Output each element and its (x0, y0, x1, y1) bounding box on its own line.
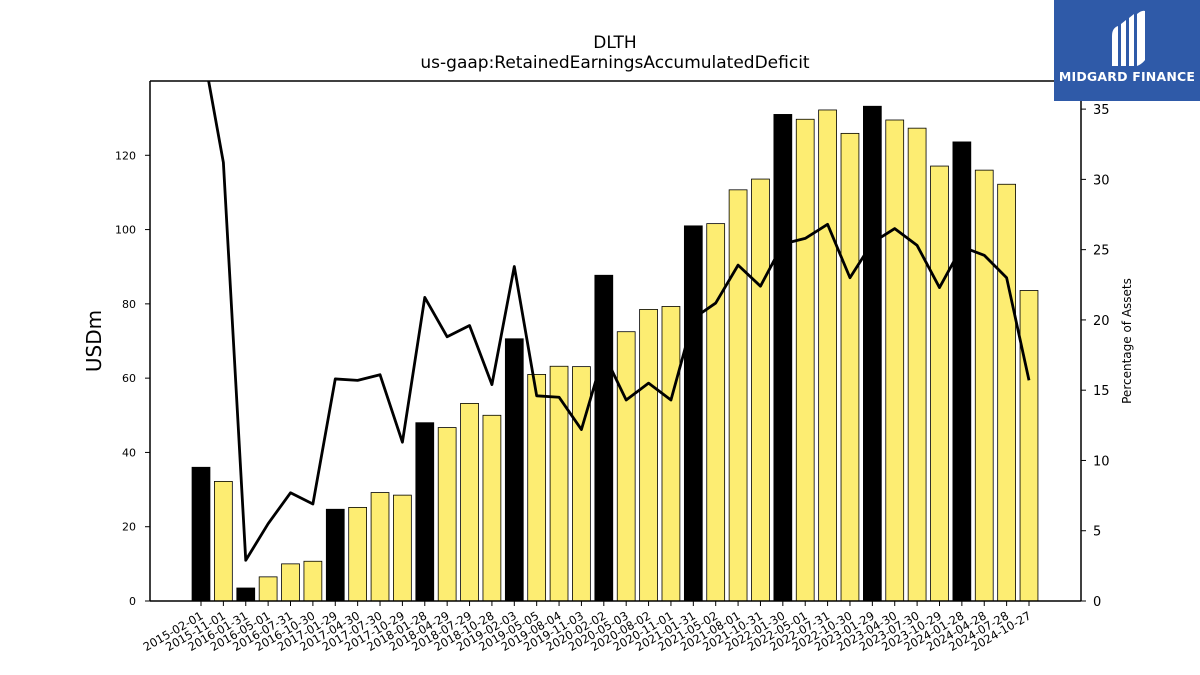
y-tick-label: 60 (122, 372, 136, 385)
logo-text: MIDGARD FINANCE (1058, 69, 1196, 84)
y-tick-label: 120 (115, 149, 136, 162)
bar-2023-04-30 (885, 119, 905, 602)
bar-2023-07-30 (907, 127, 927, 602)
bar-2020-11-01 (661, 306, 681, 602)
bar-2021-01-31 (683, 225, 703, 602)
percentage-line (207, 81, 1031, 562)
bar-2021-08-01 (728, 189, 748, 602)
y-tick-label: 80 (122, 298, 136, 311)
bar-2022-07-31 (818, 109, 837, 602)
logo-mark-icon (1112, 10, 1145, 67)
y2-tick-label: 20 (1093, 314, 1110, 329)
bar-2017-04-30 (348, 506, 368, 602)
y2-tick-label: 10 (1093, 454, 1110, 469)
bar-2018-01-28 (415, 422, 435, 602)
bar-2022-10-30 (840, 132, 860, 602)
bar-2018-10-28 (482, 414, 502, 602)
bar-2023-10-29 (930, 165, 949, 602)
bar-2016-10-30 (303, 560, 323, 602)
bar-2019-11-03 (572, 366, 591, 602)
y-tick-label: 40 (122, 446, 136, 459)
y-tick-label: 100 (115, 224, 136, 237)
y-axis-label: USDm (82, 310, 106, 372)
y2-axis-label: Percentage of Assets (1120, 278, 1134, 404)
y-tick-label: 20 (122, 521, 136, 534)
bar-2020-02-02 (594, 274, 614, 602)
bar-2023-01-29 (863, 105, 882, 602)
bar-2024-07-28 (997, 183, 1016, 602)
ticks-group: 020406080100120051015202530352015-02-012… (115, 103, 1110, 654)
bar-2019-02-03 (504, 338, 524, 602)
y-tick-label: 0 (129, 595, 136, 608)
bar-2017-10-29 (393, 494, 412, 602)
y2-tick-label: 15 (1093, 384, 1110, 399)
bar-2017-01-29 (325, 508, 345, 602)
brand-logo: MIDGARD FINANCE (1054, 0, 1200, 101)
chart-title: DLTH (593, 33, 637, 53)
bar-2021-10-31 (751, 178, 770, 602)
bar-2016-01-31 (236, 587, 256, 602)
bar-2019-08-04 (549, 365, 569, 602)
bar-2024-01-28 (952, 141, 972, 602)
bar-2024-10-27 (1019, 290, 1039, 602)
chart-subtitle: us-gaap:RetainedEarningsAccumulatedDefic… (420, 53, 810, 73)
y2-tick-label: 35 (1093, 103, 1110, 118)
y2-tick-label: 0 (1093, 595, 1101, 610)
bar-2018-07-29 (460, 402, 479, 602)
bar-2015-02-01 (191, 466, 211, 602)
line-group (207, 81, 1031, 562)
y2-tick-label: 30 (1093, 173, 1110, 188)
y2-tick-label: 25 (1093, 244, 1110, 259)
bar-2019-05-05 (527, 374, 547, 602)
bar-2024-04-28 (974, 169, 994, 602)
bar-2020-05-03 (616, 331, 636, 602)
bar-2022-05-01 (795, 118, 815, 602)
axes-group (149, 80, 1082, 602)
bar-2015-11-01 (214, 480, 233, 602)
bar-2018-04-29 (437, 427, 457, 602)
bar-2021-05-02 (706, 223, 726, 602)
y2-tick-label: 5 (1093, 525, 1101, 540)
bar-2016-05-01 (258, 576, 278, 602)
bars-group (191, 105, 1039, 602)
bar-2016-07-31 (281, 563, 300, 602)
bar-2017-07-30 (370, 492, 390, 602)
bar-2020-08-02 (639, 309, 658, 602)
bar-2022-01-30 (773, 114, 793, 602)
